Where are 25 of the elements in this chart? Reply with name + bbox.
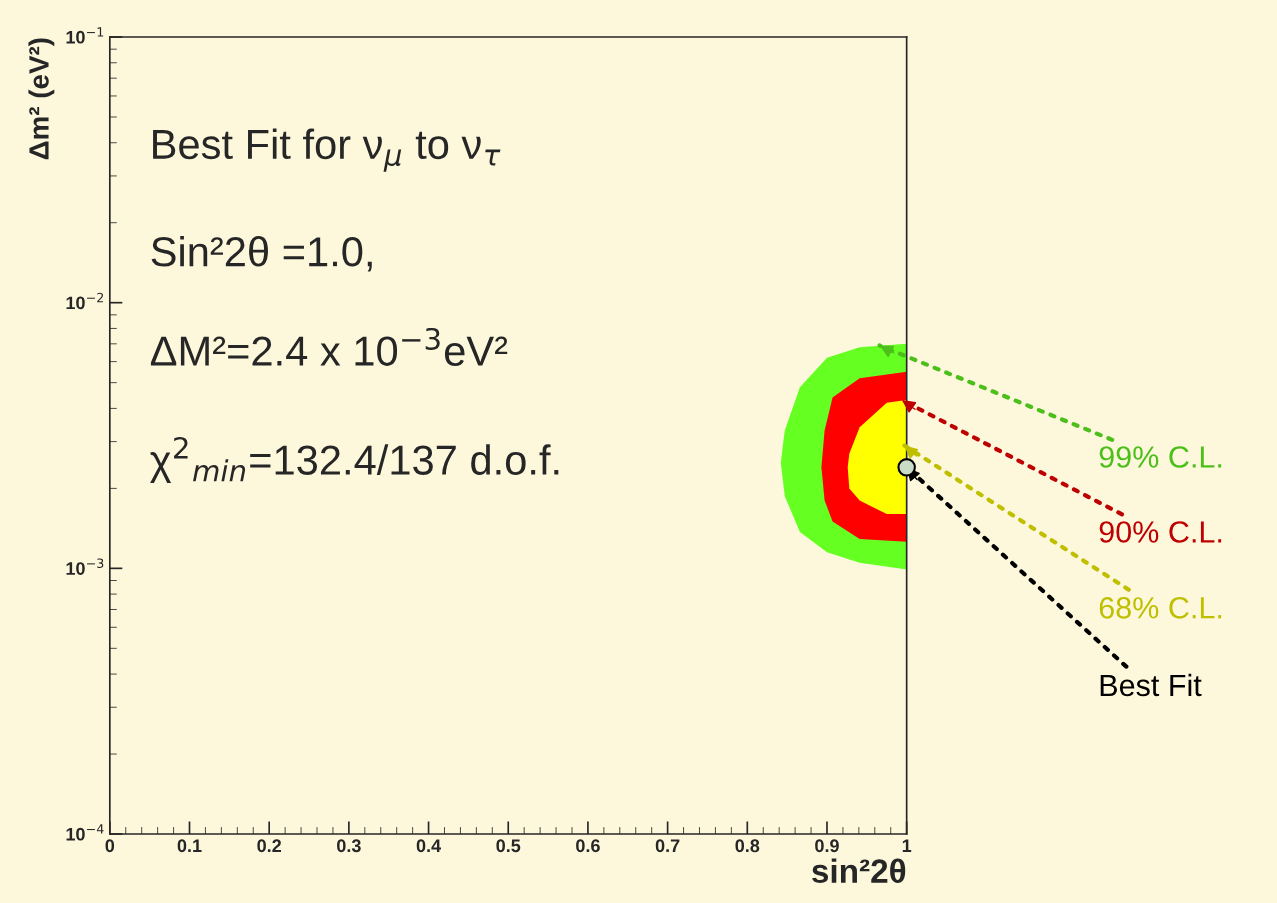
annotation: 99% C.L.: [1099, 446, 1222, 468]
annotation: Best Fit: [1100, 673, 1202, 697]
x-tick-label: 0.6: [576, 839, 600, 853]
x-tick-label: 0.5: [496, 839, 521, 853]
annotation: Sin²2θ =1.0,: [151, 235, 372, 272]
annotation: 68% C.L.: [1099, 596, 1222, 619]
y-tick-label: 10$^{−2}$: [66, 292, 104, 310]
y-tick-label: 10$^{−3}$: [66, 558, 104, 575]
x-tick-label: 0.4: [416, 839, 442, 853]
y-axis-title: Δm² (eV²): [28, 38, 55, 160]
annotation: 90% C.L.: [1099, 521, 1222, 543]
y-tick-label: 10$^{−4}$: [66, 824, 104, 841]
y-tick-label: 10$^{−1}$: [66, 27, 104, 44]
x-tick-label: 0.7: [655, 839, 680, 853]
x-tick-label: 0.3: [337, 839, 361, 853]
annotation: Best Fit for ν$_{μ}$ to ν$_{τ}$: [153, 128, 501, 172]
annotation: χ$^{2}$$_{min}$=132.4/137 d.o.f.: [150, 436, 559, 484]
annotation: ΔM²=2.4 x 10$^{−3}$eV²: [150, 327, 508, 366]
x-tick-label: 0.1: [177, 839, 202, 853]
x-tick-label: 1: [902, 839, 912, 852]
x-axis-title: sin²2θ: [812, 858, 906, 883]
x-tick-label: 0: [105, 839, 115, 853]
x-tick-label: 0.2: [257, 839, 282, 853]
x-tick-label: 0.9: [815, 839, 839, 853]
x-tick-label: 0.8: [735, 839, 760, 853]
